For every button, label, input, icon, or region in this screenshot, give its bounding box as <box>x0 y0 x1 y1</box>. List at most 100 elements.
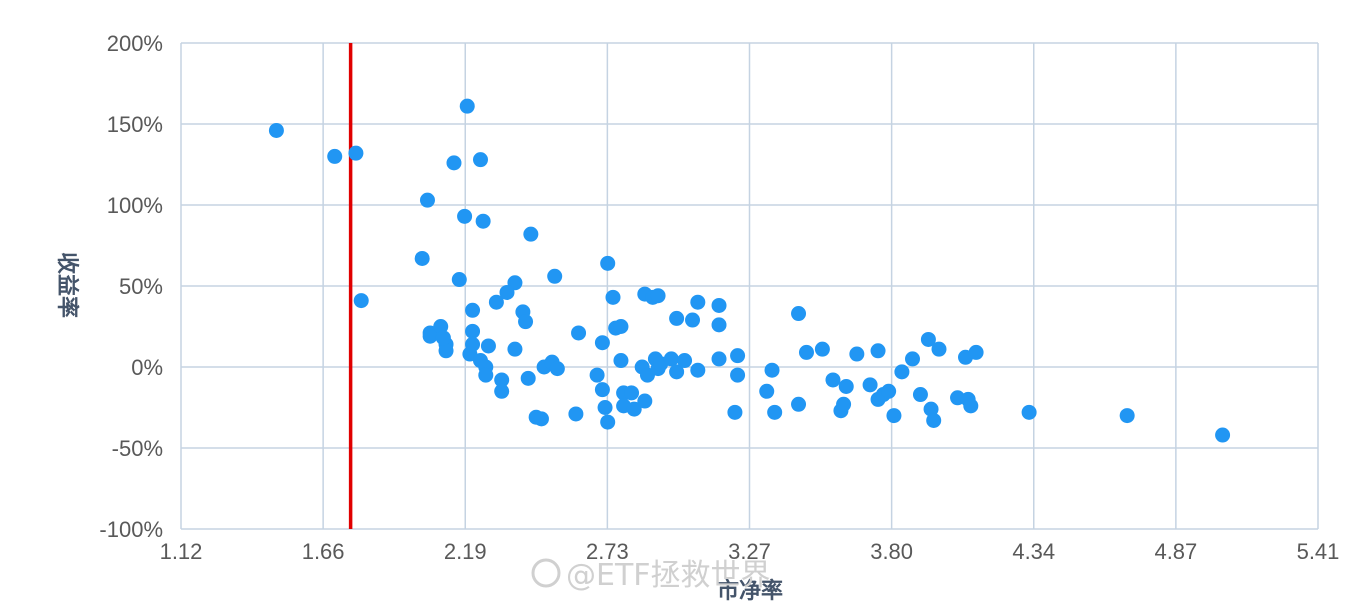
y-tick-label: 100% <box>107 193 163 218</box>
grid-lines <box>180 42 1319 530</box>
watermark: @ETF拯救世界 <box>531 558 771 593</box>
data-point <box>472 152 488 168</box>
data-point <box>465 302 481 318</box>
data-point <box>920 331 936 347</box>
data-point <box>767 404 783 420</box>
data-point <box>547 268 563 284</box>
data-point <box>637 393 653 409</box>
data-point <box>435 330 451 346</box>
data-point <box>669 310 685 326</box>
y-axis-title: 收益率 <box>54 252 80 318</box>
watermark-text: @ETF拯救世界 <box>566 558 771 593</box>
data-point <box>533 411 549 427</box>
data-point <box>433 319 449 334</box>
data-point <box>613 353 629 369</box>
data-point <box>1021 404 1037 420</box>
data-point <box>711 297 727 313</box>
data-point <box>727 404 743 420</box>
x-tick-label: 3.27 <box>728 539 771 564</box>
data-point <box>685 312 701 328</box>
data-point <box>422 328 438 344</box>
data-point <box>624 385 640 401</box>
y-tick-label: 150% <box>107 112 163 137</box>
data-point <box>459 98 475 114</box>
x-tick-label: 3.80 <box>870 539 913 564</box>
data-point <box>594 382 610 398</box>
data-point <box>348 145 364 161</box>
data-point <box>849 346 865 362</box>
data-point <box>1215 427 1231 443</box>
data-point <box>494 383 510 399</box>
data-point <box>894 364 910 380</box>
x-tick-label: 4.87 <box>1154 539 1197 564</box>
data-point <box>825 372 841 388</box>
data-point <box>669 364 685 380</box>
data-point <box>613 319 629 334</box>
data-point <box>494 372 510 388</box>
x-tick-label: 5.41 <box>1297 539 1340 564</box>
x-axis-title: 市净率 <box>717 578 783 604</box>
data-point <box>353 293 369 309</box>
data-point <box>764 362 780 378</box>
data-point <box>690 362 706 378</box>
y-tick-label: 50% <box>119 274 163 299</box>
x-axis-ticks: 1.12 1.66 2.19 2.73 3.27 3.80 4.34 4.87 5.41 <box>160 539 1340 564</box>
data-point <box>507 341 523 357</box>
data-point <box>926 412 942 428</box>
data-point <box>523 226 539 242</box>
data-point <box>690 294 706 310</box>
data-point <box>881 383 897 399</box>
data-point <box>759 383 775 399</box>
data-point <box>457 208 473 224</box>
data-point <box>650 288 666 304</box>
data-point <box>465 323 481 339</box>
data-point <box>798 344 814 360</box>
x-tick-label: 2.19 <box>444 539 487 564</box>
data-point <box>327 148 343 164</box>
data-point <box>605 289 621 305</box>
data-point <box>419 192 435 208</box>
data-point <box>677 353 693 369</box>
data-point <box>814 341 830 357</box>
data-point <box>568 406 584 422</box>
data-point <box>862 377 878 393</box>
data-point <box>446 155 462 171</box>
data-point <box>912 387 928 403</box>
data-point <box>730 348 746 364</box>
data-point <box>791 396 807 412</box>
data-point <box>597 400 613 415</box>
data-point <box>480 338 496 354</box>
weibo-icon <box>531 558 561 588</box>
y-tick-label: 200% <box>107 31 163 56</box>
data-point <box>600 414 616 430</box>
data-point <box>499 284 515 300</box>
x-tick-label: 2.73 <box>586 539 629 564</box>
data-point <box>520 370 536 386</box>
x-tick-label: 1.12 <box>160 539 203 564</box>
x-tick-label: 1.66 <box>302 539 345 564</box>
data-point <box>838 378 854 394</box>
data-point <box>904 351 920 367</box>
data-point <box>488 294 504 310</box>
data-point <box>268 122 284 138</box>
data-point <box>414 250 430 266</box>
data-point <box>451 272 467 288</box>
data-point <box>478 367 494 383</box>
y-tick-label: 0% <box>131 355 163 380</box>
data-point <box>963 398 979 414</box>
data-point <box>438 343 454 359</box>
data-point <box>730 367 746 383</box>
data-point <box>886 408 902 424</box>
data-point <box>931 341 947 357</box>
data-point <box>626 401 642 417</box>
data-points <box>268 98 1231 443</box>
data-point <box>600 255 616 271</box>
data-point <box>663 351 679 367</box>
data-point <box>711 317 727 333</box>
y-tick-label: -50% <box>112 436 163 461</box>
y-tick-label: -100% <box>99 517 163 542</box>
x-tick-label: 4.34 <box>1012 539 1055 564</box>
data-point <box>791 306 807 322</box>
data-point <box>549 361 565 377</box>
